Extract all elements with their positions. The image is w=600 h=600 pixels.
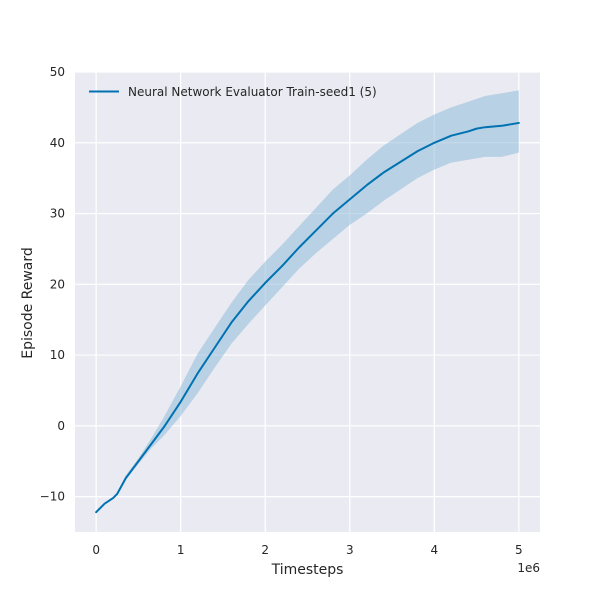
- x-axis-label: Timesteps: [271, 562, 344, 578]
- confidence-band-layer: [96, 90, 519, 513]
- y-tick-label: 0: [57, 419, 65, 433]
- y-tick-label: 20: [50, 277, 65, 291]
- confidence-band: [96, 90, 519, 513]
- legend: Neural Network Evaluator Train-seed1 (5): [89, 85, 377, 99]
- x-tick-label: 5: [515, 543, 523, 557]
- series-line-layer: [95, 121, 520, 514]
- y-tick-label: 50: [50, 65, 65, 79]
- y-tick-label: 30: [50, 207, 65, 221]
- x-tick-label: 0: [92, 543, 100, 557]
- x-tick-label: 3: [346, 543, 354, 557]
- y-tick-label: 40: [50, 136, 65, 150]
- y-tick-label: −10: [40, 490, 65, 504]
- y-tick-label: 10: [50, 348, 65, 362]
- tick-labels: 0 1 2 3 4 5 −10 0 10 20 30 40 50: [40, 65, 523, 557]
- x-tick-label: 1: [177, 543, 185, 557]
- x-tick-label: 4: [430, 543, 438, 557]
- y-axis-label: Episode Reward: [20, 247, 36, 359]
- x-tick-label: 2: [261, 543, 269, 557]
- x-axis-offset-label: 1e6: [517, 561, 540, 575]
- series-line: [95, 121, 520, 514]
- legend-series-label: Neural Network Evaluator Train-seed1 (5): [128, 85, 377, 99]
